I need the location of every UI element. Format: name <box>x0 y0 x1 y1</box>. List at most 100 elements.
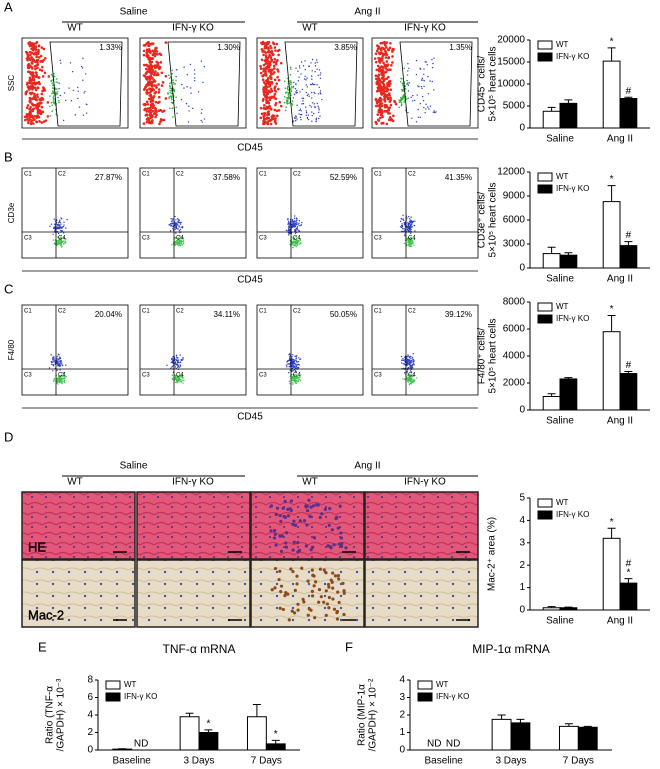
x-tick-label: Ang II <box>607 274 633 285</box>
x-axis-label: CD45 <box>237 143 263 154</box>
dot <box>60 217 62 219</box>
dot <box>26 55 30 59</box>
dot <box>413 244 415 246</box>
panel-letter: B <box>4 149 13 164</box>
dot <box>33 65 37 68</box>
error-bar <box>185 712 194 717</box>
dot <box>158 122 161 126</box>
dot <box>383 93 387 96</box>
dot <box>317 105 319 107</box>
dot <box>296 243 298 246</box>
micrograph <box>136 491 251 560</box>
dot <box>57 222 60 224</box>
dot <box>175 79 177 82</box>
dot <box>188 105 190 107</box>
cell <box>302 600 306 604</box>
y-axis-label: 5×10⁵ heart cells <box>488 46 499 121</box>
quadrant-label: C1 <box>259 172 267 178</box>
dot <box>179 365 182 367</box>
legend-swatch <box>537 498 553 508</box>
dot <box>409 219 412 221</box>
dot <box>180 237 182 239</box>
dot <box>300 113 303 116</box>
cell <box>307 607 311 611</box>
dot <box>37 48 40 52</box>
cell <box>331 571 335 575</box>
dot <box>314 106 317 108</box>
dot <box>147 47 151 51</box>
dot <box>57 99 60 102</box>
dot <box>168 77 171 80</box>
dot <box>300 241 302 243</box>
dot <box>174 215 176 218</box>
micrograph <box>250 559 365 628</box>
dot <box>293 93 296 96</box>
dot <box>262 107 266 110</box>
bar <box>602 60 621 129</box>
dot <box>201 108 203 111</box>
dot <box>302 100 304 102</box>
dot <box>35 71 38 74</box>
cell <box>284 545 289 549</box>
dot <box>409 225 412 228</box>
dot <box>182 237 184 239</box>
legend-label: IFN-γ KO <box>436 692 469 701</box>
legend-swatch <box>537 302 553 312</box>
dot <box>402 84 404 87</box>
dot <box>276 59 279 62</box>
dot <box>277 53 280 57</box>
dot <box>318 69 321 71</box>
dot <box>182 242 185 245</box>
dot <box>292 380 294 382</box>
dot <box>25 112 29 116</box>
cell <box>304 505 308 509</box>
legend-swatch <box>105 680 121 690</box>
dot <box>394 102 398 106</box>
dot <box>408 362 410 364</box>
dot <box>408 82 411 84</box>
dot <box>433 57 435 59</box>
dot <box>407 221 409 224</box>
dot <box>293 376 296 378</box>
dot <box>30 47 33 51</box>
dot <box>319 77 322 80</box>
dot <box>54 229 56 231</box>
dot <box>375 49 379 53</box>
dot <box>178 237 180 239</box>
dot <box>144 72 148 75</box>
cell <box>304 544 308 548</box>
cell <box>332 543 336 547</box>
dot <box>149 93 153 97</box>
dot <box>410 360 412 362</box>
dot <box>49 225 51 227</box>
dot <box>189 63 192 66</box>
dot <box>174 83 176 85</box>
dot <box>412 361 414 363</box>
dot <box>273 46 277 49</box>
y-tick-label: 5000 <box>503 101 526 112</box>
dot <box>311 82 314 85</box>
dot <box>262 97 265 101</box>
dot <box>423 106 425 109</box>
dot <box>31 109 35 113</box>
dot <box>172 101 174 104</box>
dot <box>382 61 385 65</box>
dot <box>267 40 271 44</box>
dot <box>290 86 293 88</box>
dot <box>425 61 427 63</box>
value-label: ND <box>427 739 441 750</box>
dot <box>145 100 149 104</box>
dot <box>300 73 302 75</box>
dot <box>287 223 289 226</box>
bar <box>602 201 621 269</box>
significance-mark: * <box>610 37 614 48</box>
dot <box>54 358 56 360</box>
dot <box>298 113 300 115</box>
dot <box>292 222 294 224</box>
dot <box>268 85 272 88</box>
dot <box>57 240 60 242</box>
dot <box>273 92 277 96</box>
quadrant-label: C2 <box>293 309 301 315</box>
flow-plot: 3.85% <box>256 37 364 129</box>
